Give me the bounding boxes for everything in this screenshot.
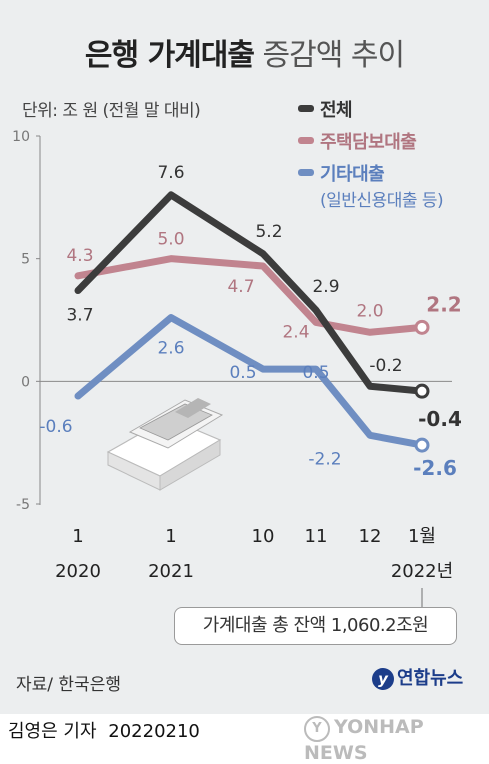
data-point-total [313, 307, 319, 314]
data-label-other: 2.6 [157, 339, 184, 359]
series-line-other [74, 314, 426, 449]
data-point-other [367, 432, 373, 439]
data-point-mortgage [75, 272, 81, 279]
data-point-total [75, 287, 81, 294]
legend-swatch-other [298, 169, 314, 176]
data-label-mortgage: 2.2 [426, 292, 461, 316]
title-main: 은행 가계대출 [84, 38, 255, 73]
legend-label-total: 전체 [320, 100, 353, 121]
data-label-other: -2.6 [413, 456, 457, 480]
data-label-mortgage: 5.0 [157, 230, 184, 250]
legend-label-other: 기타대출 [320, 164, 385, 185]
data-point-other [313, 366, 319, 373]
source-note: 자료/ 한국은행 [16, 675, 121, 695]
legend-swatch-total [298, 105, 314, 112]
data-point-other [260, 366, 266, 373]
data-point-total [367, 383, 373, 390]
money-stack-icon [106, 398, 224, 491]
data-point-total [414, 383, 430, 399]
data-label-total: 2.9 [312, 277, 339, 297]
x-tick-label: 1 [72, 526, 83, 547]
title-sub: 증감액 추이 [262, 38, 406, 73]
data-label-mortgage: 2.0 [356, 301, 383, 321]
x-year-label: 2020 [55, 561, 101, 582]
yonhap-logo: y 연합뉴스 [372, 664, 463, 690]
data-point-total [168, 191, 174, 198]
watermark: Y YONHAP NEWS [304, 716, 489, 764]
x-tick-label: 12 [359, 526, 382, 547]
series-line-total [74, 191, 426, 395]
data-label-other: 0.5 [229, 363, 256, 383]
watermark-icon: Y [304, 716, 330, 742]
x-tick-label: 1 [165, 526, 176, 547]
y-tick-label: 5 [21, 252, 30, 268]
yonhap-logo-icon: y [372, 668, 394, 690]
line-chart: -5 0 5 10 4.3 5.0 4.7 2.4 2.0 2.2 -0.6 2.6 0.5 0.5 -2… [12, 129, 462, 607]
x-tick-label: 10 [252, 526, 275, 547]
data-label-mortgage: 2.4 [282, 322, 309, 342]
data-label-total: 5.2 [255, 222, 282, 242]
balance-callout: 가계대출 총 잔액 1,060.2조원 [174, 607, 457, 645]
data-point-other [75, 393, 81, 400]
y-tick-label: 0 [21, 374, 30, 390]
data-label-total: 3.7 [66, 306, 93, 326]
data-label-total: -0.4 [418, 407, 462, 431]
data-point-mortgage [313, 319, 319, 326]
yonhap-logo-text: 연합뉴스 [397, 668, 464, 689]
x-tick-label: 11 [305, 526, 328, 547]
series-line-mortgage [74, 255, 426, 336]
unit-note: 단위: 조 원 (전월 말 대비) [22, 101, 201, 121]
data-point-mortgage [367, 329, 373, 336]
data-point-mortgage [260, 263, 266, 270]
data-label-mortgage: 4.7 [227, 277, 254, 297]
y-tick-label: 10 [12, 129, 30, 145]
data-label-total: 7.6 [157, 163, 184, 183]
y-tick-label: -5 [16, 497, 30, 513]
data-label-other: -2.2 [308, 449, 341, 469]
x-year-label: 2022년 [391, 561, 453, 582]
legend-swatch-mortgage [298, 137, 314, 144]
data-point-other [168, 314, 174, 321]
data-label-other: 0.5 [302, 363, 329, 383]
data-label-total: -0.2 [369, 356, 402, 376]
x-tick-label: 1월 [408, 526, 436, 547]
chart-title: 은행 가계대출 증감액 추이 [0, 30, 489, 74]
byline: 김영은 기자 20220210 [8, 717, 200, 743]
reporter-name: 김영은 기자 [8, 721, 97, 742]
legend-label-mortgage: 주택담보대출 [320, 132, 417, 153]
data-label-other: -0.6 [39, 417, 72, 437]
data-point-total [260, 250, 266, 257]
data-point-mortgage [414, 319, 430, 335]
data-point-other [414, 437, 430, 453]
data-point-mortgage [168, 255, 174, 262]
publish-date: 20220210 [108, 721, 200, 742]
data-label-mortgage: 4.3 [66, 246, 93, 266]
x-year-label: 2021 [148, 561, 194, 582]
legend-sublabel-other: (일반신용대출 등) [320, 191, 444, 211]
